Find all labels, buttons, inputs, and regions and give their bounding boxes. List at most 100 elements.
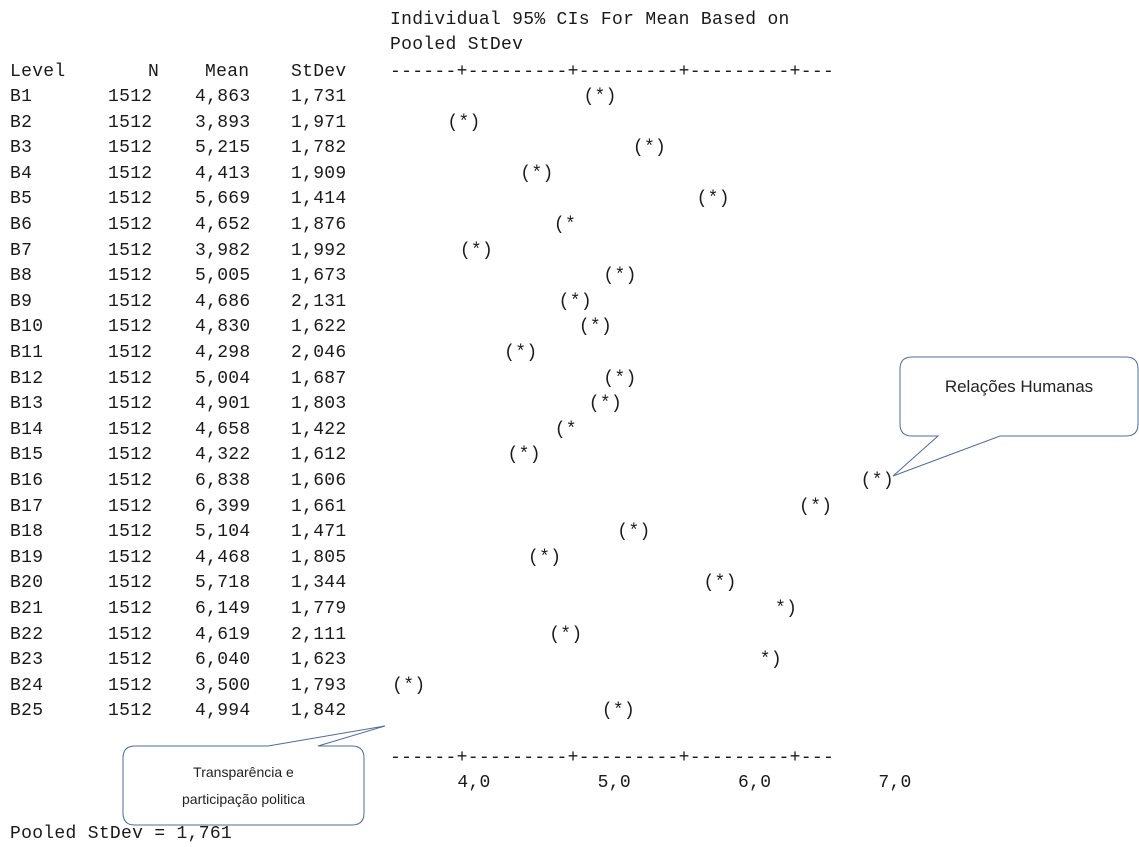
- row-mean: 3,500: [195, 675, 251, 696]
- x-tick-label: 4,0: [457, 773, 491, 793]
- row-stdev: 1,971: [291, 112, 347, 133]
- row-n: 1512: [108, 215, 153, 235]
- row-n: 1512: [108, 189, 153, 210]
- row-mean: 3,893: [195, 112, 251, 133]
- row-level: B25: [10, 701, 44, 722]
- row-stdev: 1,687: [291, 368, 347, 389]
- row-level: B7: [10, 240, 33, 261]
- row-mean: 5,004: [195, 368, 251, 389]
- row-n: 1512: [108, 112, 153, 133]
- ci-marker: (*): [603, 368, 637, 389]
- row-mean: 4,652: [195, 215, 251, 235]
- row-mean: 4,298: [195, 343, 251, 363]
- row-stdev: 1,731: [291, 87, 347, 107]
- ci-marker: (*): [578, 317, 613, 338]
- row-level: B9: [10, 291, 33, 312]
- row-n: 1512: [108, 394, 153, 415]
- row-stdev: 1,842: [291, 701, 347, 722]
- row-n: 1512: [108, 701, 153, 722]
- row-level: B3: [10, 138, 33, 159]
- row-mean: 4,686: [195, 291, 251, 312]
- callout-transparencia-line2: participação politica: [182, 791, 305, 807]
- row-n: 1512: [108, 471, 153, 491]
- row-stdev: 1,344: [291, 573, 347, 594]
- row-mean: 6,399: [195, 496, 251, 517]
- ci-marker: (*): [558, 291, 592, 312]
- row-stdev: 1,471: [291, 522, 347, 543]
- row-level: B13: [10, 394, 44, 415]
- ci-marker: (*): [703, 573, 737, 594]
- row-n: 1512: [108, 445, 153, 466]
- ci-title-line2: Pooled StDev: [390, 35, 524, 55]
- row-stdev: 1,414: [291, 189, 347, 210]
- row-stdev: 1,673: [291, 266, 347, 287]
- row-level: B8: [10, 266, 33, 287]
- row-n: 1512: [108, 138, 153, 159]
- pooled-stdev-label: Pooled StDev = 1,761: [10, 824, 233, 844]
- row-level: B12: [10, 368, 44, 389]
- ci-marker: (*): [583, 87, 617, 107]
- column-header-level: Level: [10, 62, 66, 82]
- row-n: 1512: [108, 343, 153, 363]
- row-stdev: 1,779: [291, 599, 347, 619]
- x-tick-label: 7,0: [878, 773, 912, 793]
- row-level: B18: [10, 522, 44, 543]
- row-mean: 4,658: [195, 419, 251, 440]
- ci-marker: (*): [588, 394, 623, 415]
- row-mean: 4,413: [195, 163, 251, 184]
- ci-title-line1: Individual 95% CIs For Mean Based on: [390, 10, 790, 30]
- row-stdev: 1,661: [291, 496, 347, 517]
- ci-marker: (*): [601, 701, 636, 722]
- row-mean: 4,830: [195, 317, 251, 338]
- axis-line-bottom: ------+---------+---------+---------+---: [390, 748, 835, 768]
- x-tick-label: 5,0: [597, 773, 631, 793]
- row-level: B11: [10, 343, 44, 363]
- row-mean: 6,040: [195, 650, 251, 671]
- row-stdev: 1,909: [291, 163, 347, 184]
- row-level: B6: [10, 215, 33, 235]
- row-level: B19: [10, 547, 44, 568]
- ci-marker: (*): [696, 189, 730, 210]
- row-n: 1512: [108, 675, 153, 696]
- row-n: 1512: [108, 650, 153, 671]
- row-n: 1512: [108, 87, 153, 107]
- row-mean: 6,838: [195, 471, 251, 491]
- row-level: B17: [10, 496, 44, 517]
- callout-transparencia-line1: Transparência e: [193, 764, 294, 780]
- row-mean: 4,994: [195, 701, 251, 722]
- row-stdev: 2,046: [291, 343, 347, 363]
- ci-marker: (*): [528, 547, 562, 568]
- row-level: B1: [10, 87, 33, 107]
- row-level: B24: [10, 675, 44, 696]
- row-mean: 4,468: [195, 547, 251, 568]
- row-stdev: 2,111: [291, 624, 347, 645]
- column-header-n: N: [148, 62, 160, 82]
- row-stdev: 1,422: [291, 419, 347, 440]
- row-mean: 5,215: [195, 138, 251, 159]
- row-level: B23: [10, 650, 44, 671]
- column-header-mean: Mean: [205, 62, 250, 82]
- row-mean: 6,149: [195, 599, 251, 619]
- row-n: 1512: [108, 317, 153, 338]
- ci-marker: (*): [549, 624, 583, 645]
- ci-marker: *): [775, 599, 798, 619]
- column-header-stdev: StDev: [291, 62, 347, 82]
- row-n: 1512: [108, 163, 153, 184]
- row-n: 1512: [108, 547, 153, 568]
- row-mean: 5,005: [195, 266, 251, 287]
- callout-relacoes-bubble: [892, 356, 1139, 477]
- ci-marker: (*: [553, 215, 577, 235]
- row-n: 1512: [108, 266, 153, 287]
- row-level: B10: [10, 317, 44, 338]
- row-n: 1512: [108, 291, 153, 312]
- row-stdev: 1,622: [291, 317, 347, 338]
- row-mean: 4,619: [195, 624, 251, 645]
- ci-marker: (*): [507, 445, 541, 466]
- callout-relacoes-label: Relações Humanas: [944, 377, 1094, 396]
- row-level: B22: [10, 624, 44, 645]
- row-stdev: 1,623: [291, 650, 347, 671]
- row-stdev: 1,782: [291, 138, 347, 159]
- row-mean: 4,901: [195, 394, 251, 415]
- ci-marker: (*): [520, 163, 554, 184]
